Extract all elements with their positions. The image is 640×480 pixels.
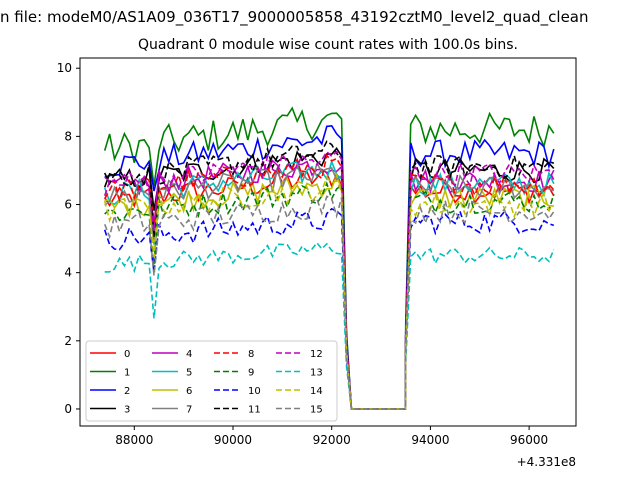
y-tick-label: 2 <box>64 334 72 348</box>
legend-label-4: 4 <box>186 349 192 360</box>
legend-label-3: 3 <box>124 405 130 416</box>
legend-label-1: 1 <box>124 368 130 379</box>
series-line-8 <box>104 153 555 410</box>
chart-title: Quadrant 0 module wise count rates with … <box>138 37 518 53</box>
series-line-11 <box>103 140 555 410</box>
legend-label-0: 0 <box>124 349 130 360</box>
series-line-13 <box>104 241 555 410</box>
suptitle: n file: modeM0/AS1A09_036T17_9000005858_… <box>0 8 589 27</box>
series-line-12 <box>103 150 555 410</box>
x-tick-label: 96000 <box>510 433 548 447</box>
y-tick-label: 6 <box>64 198 72 212</box>
y-tick-label: 0 <box>64 402 72 416</box>
legend-label-11: 11 <box>248 405 261 416</box>
x-tick-label: 94000 <box>411 433 449 447</box>
series-line-6 <box>104 172 554 410</box>
plot-area: 88000 90000 92000 94000 96000024681001234567… <box>57 57 577 447</box>
axes-frame <box>79 57 577 427</box>
legend-label-8: 8 <box>248 349 254 360</box>
legend-label-2: 2 <box>124 386 130 397</box>
series-line-14 <box>103 175 555 410</box>
legend-label-14: 14 <box>310 386 323 397</box>
legend-label-6: 6 <box>186 386 192 397</box>
legend-label-7: 7 <box>186 405 192 416</box>
x-offset-label: +4.331e8 <box>517 455 576 469</box>
series-line-15 <box>103 195 555 410</box>
legend-label-5: 5 <box>186 368 192 379</box>
legend-label-15: 15 <box>310 405 323 416</box>
series-line-1 <box>103 106 555 410</box>
legend-label-9: 9 <box>248 368 254 379</box>
legend-box <box>85 340 338 422</box>
series-line-7 <box>104 161 555 410</box>
series-line-10 <box>103 207 555 410</box>
series-line-2 <box>104 124 555 410</box>
legend-label-10: 10 <box>248 386 261 397</box>
y-tick-label: 8 <box>64 129 72 143</box>
x-tick-label: 90000 <box>214 433 252 447</box>
x-tick-label: 88000 <box>115 433 153 447</box>
y-tick-label: 4 <box>64 266 72 280</box>
legend-label-13: 13 <box>310 368 323 379</box>
x-tick-label: 92000 <box>313 433 351 447</box>
legend-label-12: 12 <box>310 349 323 360</box>
y-tick-label: 10 <box>57 61 72 75</box>
